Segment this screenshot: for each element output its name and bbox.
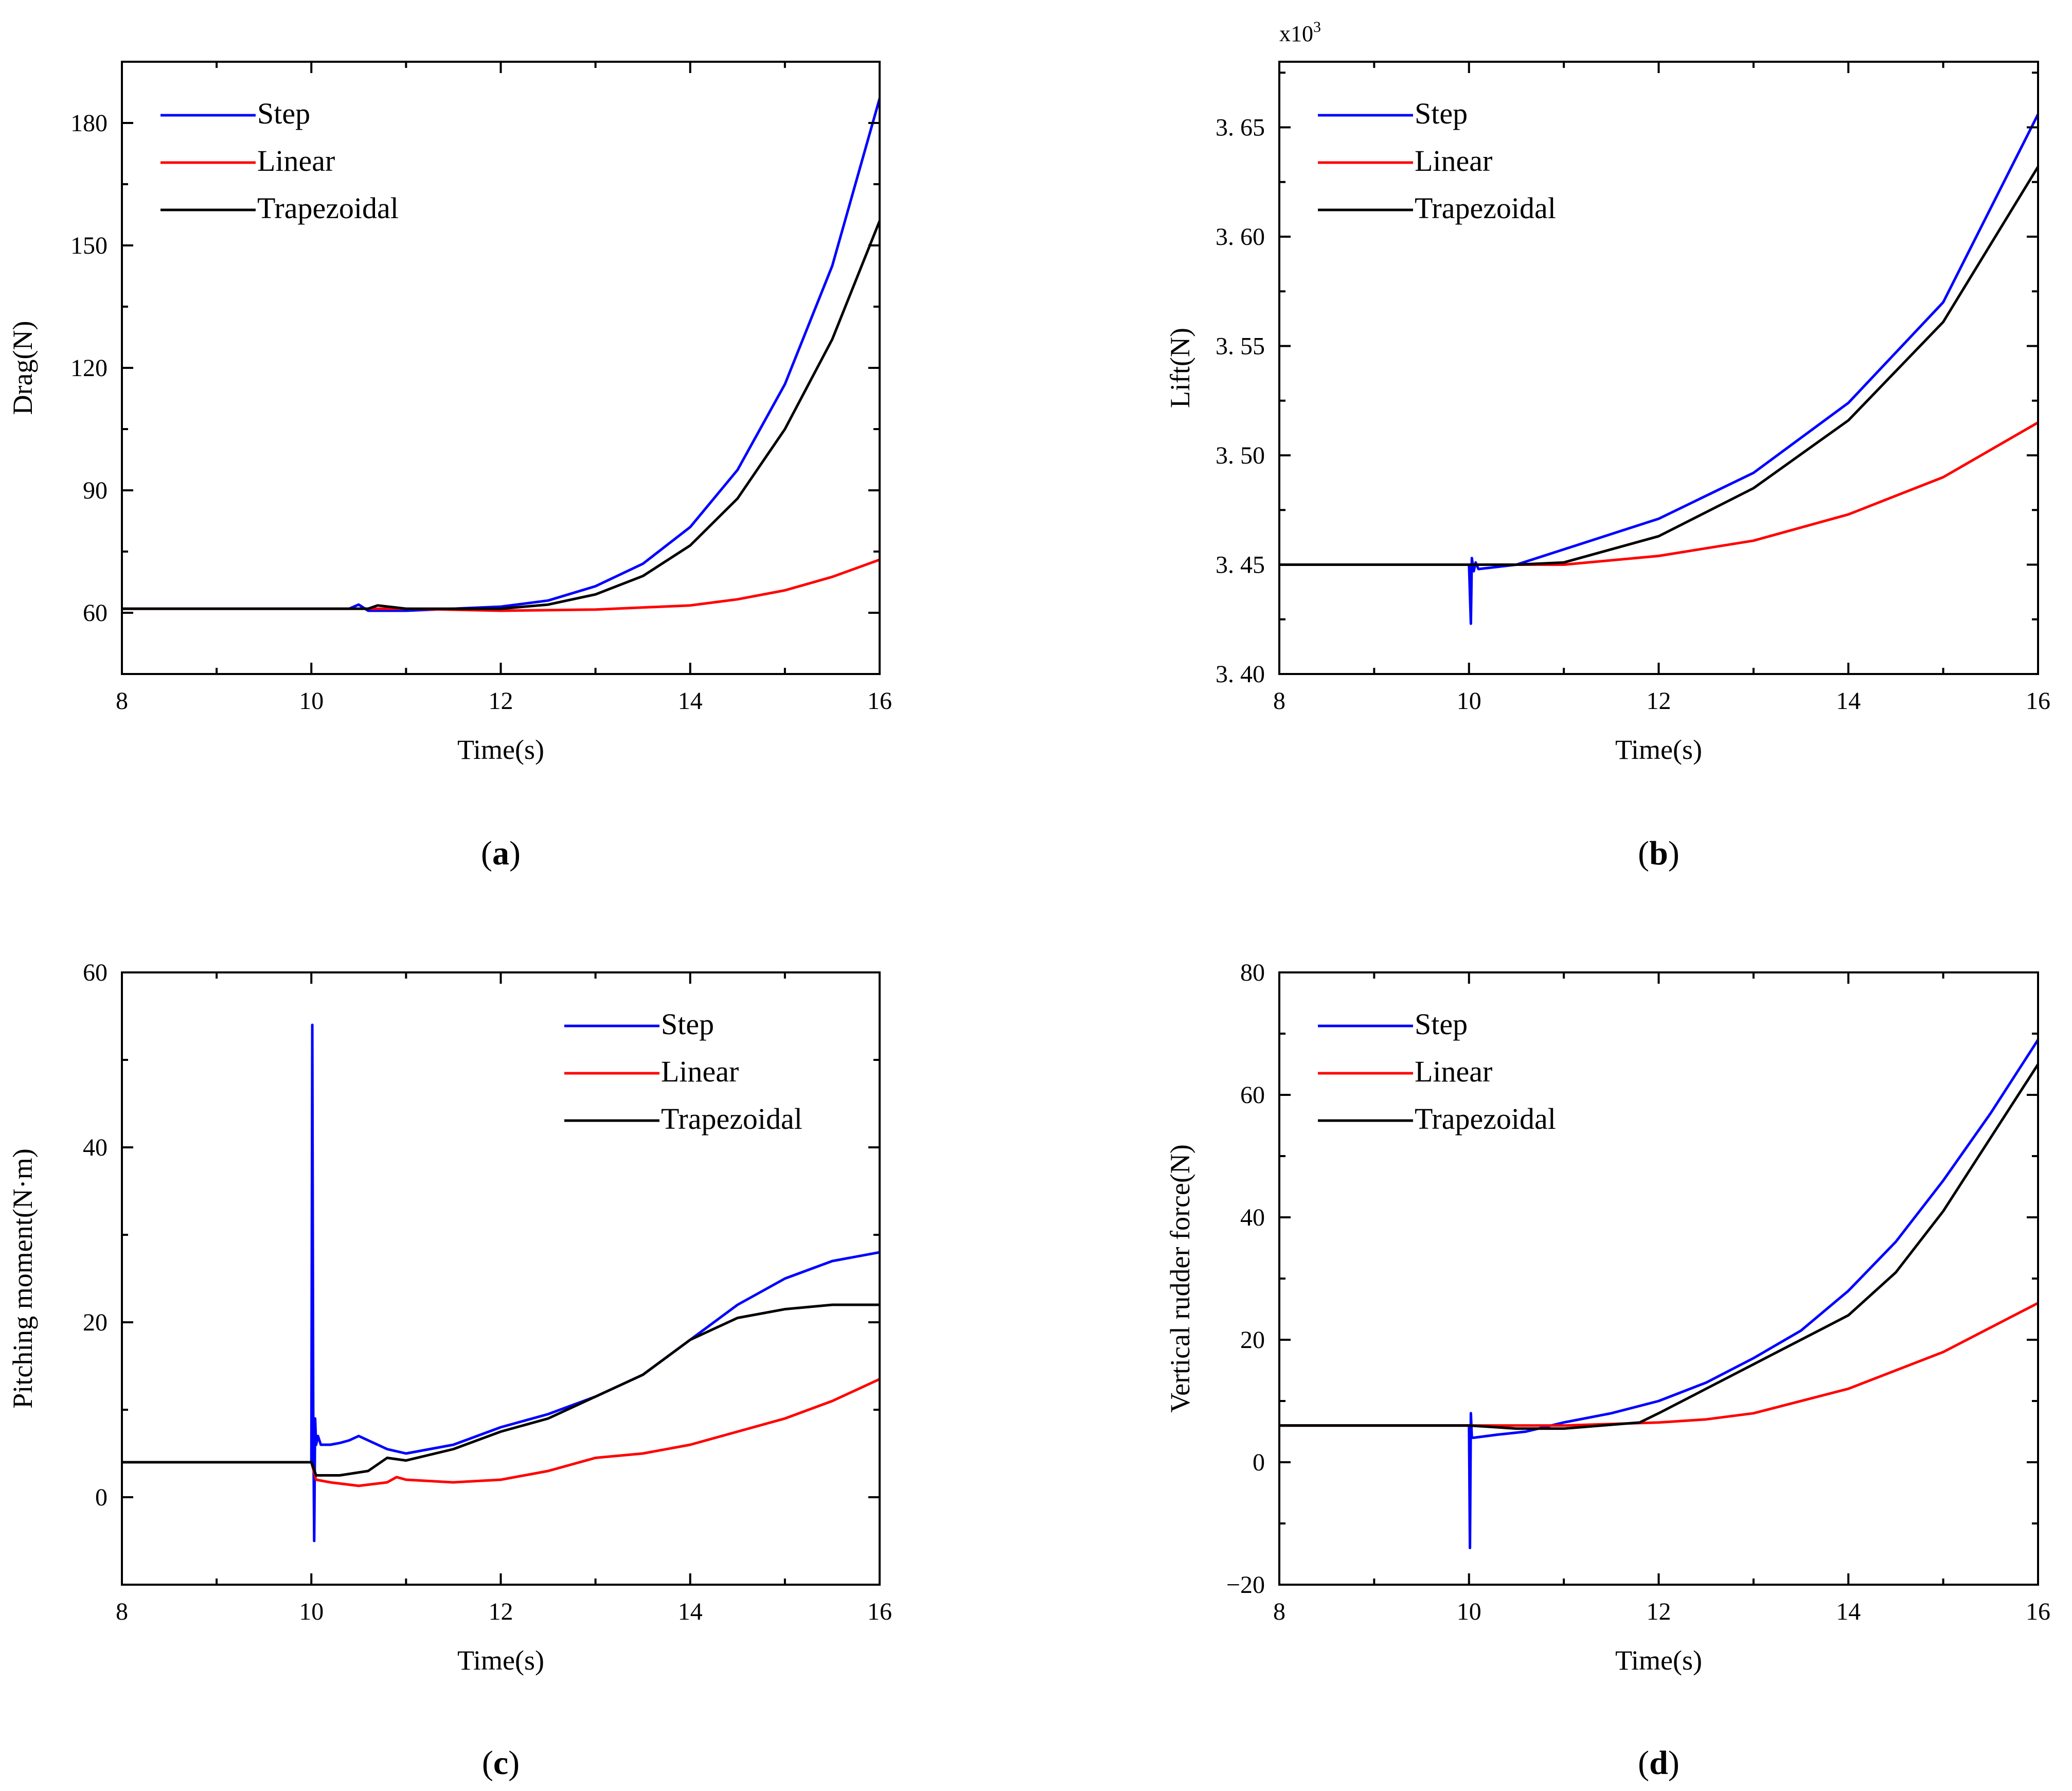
legend-label-linear: Linear (1415, 1055, 1492, 1088)
x-tick-label: 8 (116, 687, 128, 715)
series-trapezoidal-line (1279, 1063, 2038, 1430)
x-tick-label: 14 (678, 687, 703, 715)
x-tick-label: 16 (2026, 687, 2050, 715)
x-tick-label: 10 (1457, 687, 1481, 715)
y-tick-label: 3. 65 (1216, 114, 1265, 141)
series-linear-line (122, 1378, 880, 1487)
x-axis-label: Time(s) (1615, 1645, 1702, 1676)
panel-caption-letter: c (493, 1744, 508, 1782)
y-tick-label: 60 (83, 599, 108, 627)
legend-label-step: Step (257, 97, 310, 130)
series-trapezoidal-line (122, 1303, 880, 1477)
y-tick-label: 180 (70, 110, 108, 137)
panel-caption-letter: d (1649, 1744, 1668, 1782)
series-trapezoidal-line (1279, 166, 2038, 566)
x-tick-label: 12 (489, 687, 513, 715)
y-tick-label: 90 (83, 477, 108, 504)
legend-label-trapezoidal: Trapezoidal (257, 191, 399, 225)
y-tick-label: 40 (1240, 1204, 1265, 1231)
panel-caption: (a) (481, 835, 521, 872)
plot-frame (1278, 971, 2039, 1586)
y-tick-label: −20 (1226, 1571, 1265, 1599)
y-tick-label: 150 (70, 232, 108, 259)
series-step-line (122, 98, 880, 612)
panel-caption: (d) (1638, 1744, 1680, 1782)
legend: Step Linear Trapezoidal (1318, 97, 1556, 225)
plot-frame (1278, 61, 2039, 675)
x-tick-label: 16 (867, 687, 892, 715)
series-linear-line (1279, 421, 2038, 566)
y-tick-label: 0 (95, 1484, 108, 1511)
y-tick-label: 0 (1253, 1449, 1265, 1476)
series-trapezoidal-line (122, 220, 880, 610)
y-tick-label: 120 (70, 354, 108, 382)
legend: Step Linear Trapezoidal (564, 1007, 802, 1136)
x-axis-label: Time(s) (457, 734, 544, 765)
y-axis-label: Vertical rudder force(N) (1165, 1144, 1195, 1413)
series-linear-line (1279, 1302, 2038, 1427)
panel-b: 8 10 12 14 16 3. 40 3. 45 3. 50 3. 55 3. 60 3. 65 T… (1165, 19, 2050, 872)
legend-label-linear: Linear (661, 1055, 739, 1088)
series-linear-line (122, 558, 880, 612)
y-tick-label: 3. 45 (1216, 552, 1265, 579)
legend-label-linear: Linear (257, 144, 335, 178)
x-tick-label: 12 (1647, 687, 1671, 715)
x-tick-label: 16 (2026, 1598, 2050, 1625)
y-tick-label: 60 (1240, 1081, 1265, 1109)
y-tick-label: 3. 60 (1216, 223, 1265, 251)
y-tick-label: 3. 55 (1216, 333, 1265, 360)
y-tick-label: 3. 40 (1216, 661, 1265, 688)
legend-label-trapezoidal: Trapezoidal (1415, 191, 1556, 225)
plot-frame (121, 971, 881, 1586)
y-tick-label: 3. 50 (1216, 442, 1265, 469)
panel-d: 8 10 12 14 16 −20 0 20 40 60 80 Time(s) Vertical rud… (1165, 959, 2050, 1782)
y-tick-label: 20 (1240, 1326, 1265, 1354)
legend-label-step: Step (1415, 97, 1468, 130)
y-tick-label: 80 (1240, 959, 1265, 986)
x-tick-label: 10 (299, 1598, 324, 1625)
series-step-line (1279, 1039, 2038, 1550)
series-step-line (1279, 113, 2038, 625)
axis-multiplier-exponent: 3 (1313, 19, 1321, 36)
x-tick-label: 14 (678, 1598, 703, 1625)
x-tick-label: 8 (116, 1598, 128, 1625)
axis-multiplier: x103 (1279, 19, 1321, 46)
y-axis-label: Drag(N) (7, 321, 38, 415)
legend: Step Linear Trapezoidal (160, 97, 399, 225)
legend-label-step: Step (1415, 1007, 1468, 1041)
legend-label-trapezoidal: Trapezoidal (1415, 1102, 1556, 1136)
y-tick-label: 60 (83, 959, 108, 986)
x-tick-label: 14 (1836, 1598, 1861, 1625)
x-tick-label: 8 (1273, 687, 1285, 715)
x-tick-label: 14 (1836, 687, 1861, 715)
x-tick-label: 10 (299, 687, 324, 715)
legend-label-trapezoidal: Trapezoidal (661, 1102, 802, 1136)
x-axis-label: Time(s) (1615, 734, 1702, 765)
y-axis-label: Pitching moment(N·m) (7, 1148, 38, 1408)
x-tick-label: 10 (1457, 1598, 1481, 1625)
panel-a: 8 10 12 14 16 60 90 120 150 180 Time(s) Drag(N) Step… (7, 61, 892, 872)
legend-label-linear: Linear (1415, 144, 1492, 178)
panel-caption: (b) (1638, 835, 1680, 872)
y-tick-label: 40 (83, 1134, 108, 1161)
legend-label-step: Step (661, 1007, 714, 1041)
panel-caption-letter: b (1649, 835, 1668, 872)
x-tick-label: 16 (867, 1598, 892, 1625)
x-tick-label: 12 (489, 1598, 513, 1625)
plot-frame (121, 61, 881, 675)
legend: Step Linear Trapezoidal (1318, 1007, 1556, 1136)
y-tick-label: 20 (83, 1309, 108, 1336)
x-axis-label: Time(s) (457, 1645, 544, 1676)
panel-c: 8 10 12 14 16 0 20 40 60 Time(s) Pitching moment(N… (7, 959, 892, 1782)
y-axis-label: Lift(N) (1165, 328, 1195, 408)
x-tick-label: 12 (1647, 1598, 1671, 1625)
panel-caption: (c) (482, 1744, 520, 1782)
panel-caption-letter: a (492, 835, 509, 872)
x-tick-label: 8 (1273, 1598, 1285, 1625)
